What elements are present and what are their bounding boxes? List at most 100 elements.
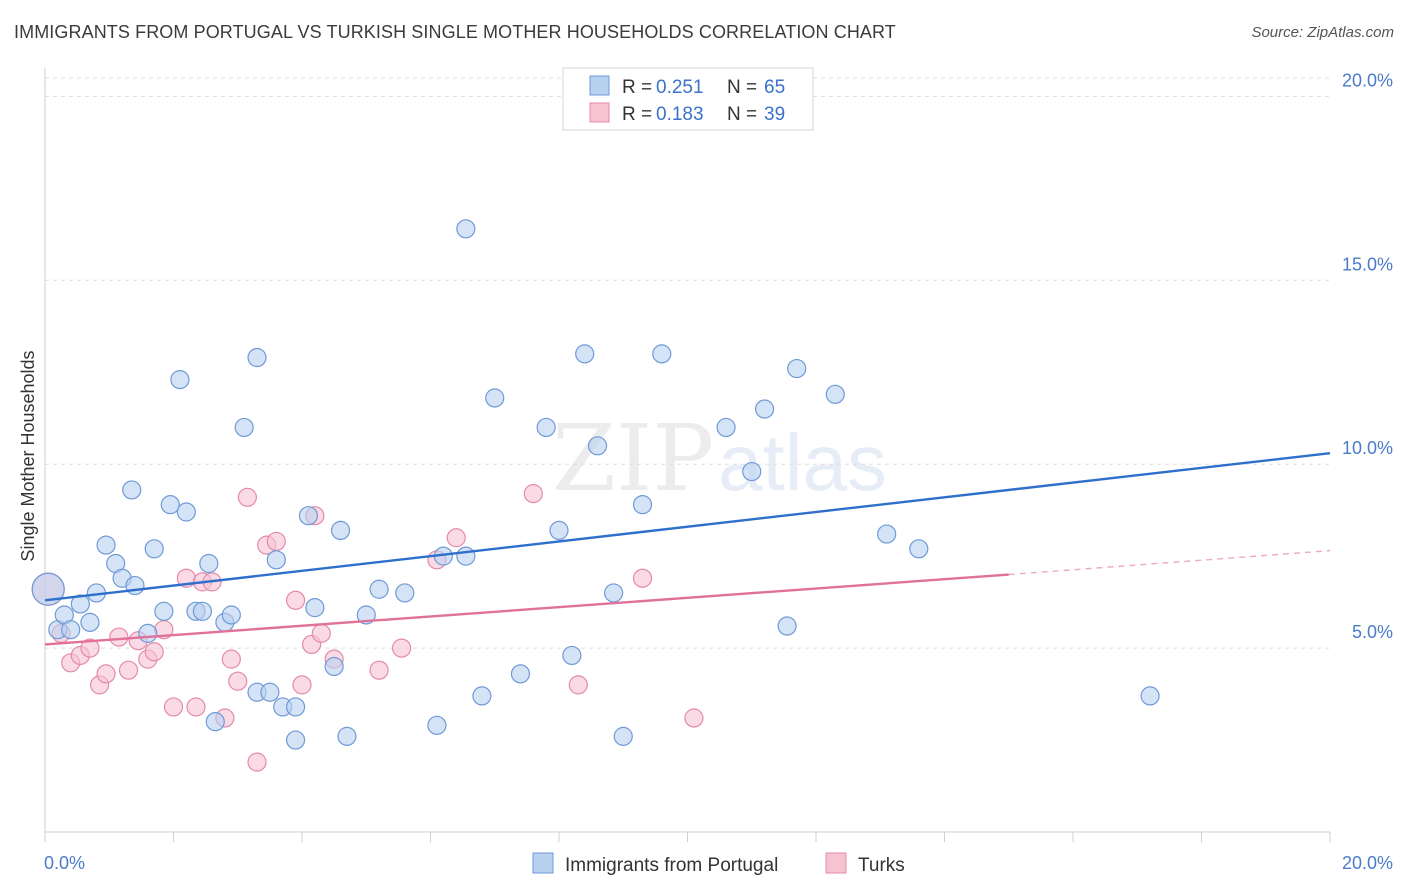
portugal-point-50 xyxy=(575,344,595,364)
bottom-legend: Immigrants from Portugal Turks xyxy=(532,852,905,876)
turks-trend-line-extension xyxy=(1008,549,1331,576)
portugal-point-38 xyxy=(369,579,389,599)
portugal-point-25 xyxy=(247,347,267,368)
y-tick-label-1: 10.0% xyxy=(1342,438,1393,458)
turks-point-36 xyxy=(568,675,588,695)
legend-swatch-blue xyxy=(589,75,610,96)
portugal-point-56 xyxy=(716,417,736,438)
y-tick-label-2: 15.0% xyxy=(1342,254,1393,274)
turks-point-24 xyxy=(266,531,286,552)
portugal-point-64 xyxy=(1140,686,1160,706)
portugal-point-5 xyxy=(80,612,100,632)
turks-point-6 xyxy=(96,664,116,684)
turks-point-32 xyxy=(391,638,412,658)
portugal-point-12 xyxy=(144,539,164,559)
portugal-point-62 xyxy=(877,524,897,544)
turks-point-11 xyxy=(144,642,164,662)
turks-point-37 xyxy=(632,568,653,588)
watermark: ZIP atlas xyxy=(552,405,887,512)
legend-n-label-blue: N = xyxy=(727,77,757,98)
turks-point-25 xyxy=(285,590,306,610)
portugal-point-36 xyxy=(337,726,357,746)
series-portugal-points xyxy=(31,219,1160,750)
portugal-point-27 xyxy=(260,682,280,702)
bottom-legend-label-turks: Turks xyxy=(858,855,905,876)
legend-swatch-pink xyxy=(589,102,610,123)
grid-lines xyxy=(45,77,1330,649)
portugal-point-59 xyxy=(777,616,797,636)
portugal-point-60 xyxy=(787,358,807,379)
portugal-point-13 xyxy=(122,480,142,500)
portugal-trend-line xyxy=(44,451,1331,602)
legend-r-value-pink: 0.183 xyxy=(656,104,704,125)
portugal-point-44 xyxy=(472,686,492,706)
portugal-point-16 xyxy=(170,370,190,390)
turks-point-7 xyxy=(109,627,129,647)
turks-point-19 xyxy=(221,649,241,669)
portugal-point-51 xyxy=(587,436,608,456)
x-tick-label-right: 20.0% xyxy=(1342,853,1393,873)
portugal-point-35 xyxy=(330,520,351,541)
legend-n-label-pink: N = xyxy=(727,104,757,125)
portugal-point-48 xyxy=(549,520,569,541)
legend-r-label-blue: R = xyxy=(622,77,652,98)
portugal-point-43 xyxy=(456,219,476,239)
portugal-point-46 xyxy=(510,664,531,684)
portugal-point-49 xyxy=(562,645,582,666)
turks-point-15 xyxy=(186,697,206,717)
y-tick-labels: 5.0% 10.0% 15.0% 20.0% xyxy=(1342,70,1393,642)
watermark-atlas: atlas xyxy=(718,418,887,507)
turks-point-8 xyxy=(118,660,139,680)
bottom-legend-swatch-turks xyxy=(825,852,847,874)
legend-box: R = 0.251 N = 65 R = 0.183 N = 39 xyxy=(562,67,814,131)
portugal-point-37 xyxy=(356,605,376,625)
portugal-point-42 xyxy=(456,546,476,566)
turks-point-35 xyxy=(523,484,543,504)
y-axis-label: Single Mother Households xyxy=(18,350,38,561)
portugal-point-54 xyxy=(632,495,653,515)
portugal-point-39 xyxy=(395,583,415,603)
y-tick-label-0: 5.0% xyxy=(1352,622,1393,642)
portugal-point-34 xyxy=(324,656,344,677)
portugal-point-15 xyxy=(160,495,180,515)
turks-point-13 xyxy=(163,697,184,717)
portugal-point-19 xyxy=(192,601,213,621)
portugal-point-23 xyxy=(221,605,241,625)
portugal-point-4 xyxy=(70,594,90,614)
turks-point-26 xyxy=(292,675,312,695)
x-tick-label-left: 0.0% xyxy=(44,853,85,873)
legend-n-value-pink: 39 xyxy=(764,104,785,125)
portugal-point-28 xyxy=(266,550,286,570)
portugal-point-3 xyxy=(61,620,81,640)
source-label: Source: ZipAtlas.com xyxy=(1251,24,1394,41)
portugal-point-57 xyxy=(742,461,762,482)
portugal-point-52 xyxy=(604,583,624,603)
turks-point-31 xyxy=(369,660,389,680)
turks-point-34 xyxy=(446,528,466,548)
portugal-point-31 xyxy=(285,730,306,750)
turks-point-4 xyxy=(80,638,100,658)
portugal-point-63 xyxy=(909,539,929,559)
turks-trend-line xyxy=(44,573,1009,646)
portugal-point-40 xyxy=(427,715,447,735)
turks-point-22 xyxy=(247,752,267,772)
legend-r-label-pink: R = xyxy=(622,104,652,125)
portugal-point-21 xyxy=(205,712,225,732)
bottom-legend-label-portugal: Immigrants from Portugal xyxy=(565,855,778,876)
portugal-point-32 xyxy=(298,506,319,526)
watermark-zip: ZIP xyxy=(552,405,714,512)
portugal-point-58 xyxy=(754,399,775,419)
portugal-point-45 xyxy=(485,388,505,408)
portugal-point-7 xyxy=(96,535,116,555)
x-ticks xyxy=(44,832,1331,842)
turks-point-38 xyxy=(684,708,704,728)
trend-lines xyxy=(44,451,1331,646)
portugal-point-61 xyxy=(825,384,845,404)
y-tick-label-3: 20.0% xyxy=(1342,70,1393,90)
portugal-point-47 xyxy=(536,417,556,438)
portugal-point-11 xyxy=(138,623,158,643)
turks-point-29 xyxy=(311,623,331,643)
portugal-point-53 xyxy=(613,726,633,746)
turks-point-21 xyxy=(237,487,257,507)
